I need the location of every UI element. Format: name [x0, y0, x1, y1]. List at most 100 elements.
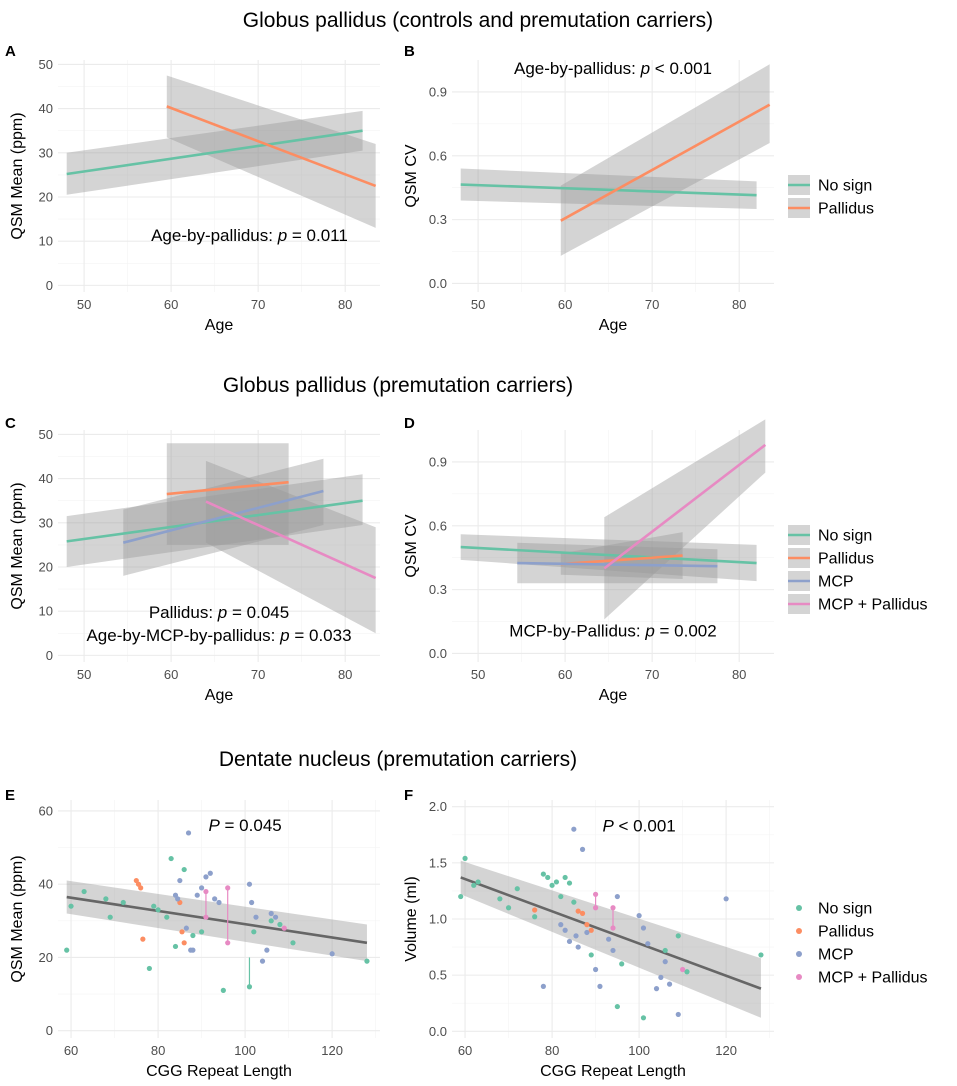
panels: 50 60 70 80 0 10 20 30 40 50 Age QSM Mean (ppm) A Age…	[5, 43, 774, 1080]
data-point	[675, 933, 681, 939]
data-point	[619, 961, 625, 967]
data-point	[571, 899, 577, 905]
data-point	[183, 925, 189, 931]
x-tick-label: 50	[77, 667, 91, 682]
x-axis-title: Age	[205, 687, 234, 704]
y-tick-label: 10	[39, 604, 53, 619]
data-point	[471, 882, 477, 888]
y-tick-label: 20	[39, 559, 53, 574]
ci-band	[166, 75, 376, 228]
y-tick-label: 0.9	[429, 84, 447, 99]
fit-line	[560, 554, 683, 566]
data-point	[579, 910, 586, 916]
legend-key-dot	[796, 905, 802, 911]
data-point	[259, 958, 266, 964]
annotation-value: = 0.011	[287, 226, 348, 245]
panel-b: 50 60 70 80 0.0 0.3 0.6 0.9 Age QSM CV B Age-by-pal…	[403, 43, 774, 334]
data-point	[566, 938, 573, 945]
y-axis-title: QSM Mean (ppm)	[9, 112, 26, 239]
data-point	[558, 922, 564, 928]
section-title-1: Globus pallidus (controls and premutatio…	[243, 9, 713, 32]
y-axis-title: QSM CV	[403, 514, 420, 577]
data-point	[610, 925, 616, 931]
y-tick-label: 40	[39, 471, 53, 486]
data-point	[640, 925, 647, 931]
data-point	[249, 899, 255, 906]
data-point	[225, 885, 231, 891]
data-point	[179, 929, 185, 935]
data-point	[662, 947, 668, 954]
y-tick-label: 20	[39, 189, 53, 204]
data-point	[614, 1003, 620, 1010]
data-point	[636, 913, 642, 919]
x-tick-label: 80	[545, 1043, 559, 1058]
section-title-2: Globus pallidus (premutation carriers)	[223, 374, 573, 397]
panel-label: B	[404, 43, 415, 60]
data-point	[571, 826, 577, 832]
legend-label: No sign	[818, 901, 872, 918]
x-tick-label: 80	[338, 297, 352, 312]
fit-line	[66, 129, 363, 176]
x-tick-label: 60	[458, 1043, 472, 1058]
data-point	[588, 927, 594, 933]
data-point	[575, 944, 581, 950]
data-point	[549, 882, 555, 888]
data-point	[592, 891, 599, 897]
annotation-p-symbol: p	[640, 59, 650, 78]
annotation: MCP-by-Pallidus: p = 0.002	[509, 621, 716, 640]
y-tick-label: 0.5	[429, 968, 447, 983]
data-point	[190, 932, 196, 939]
y-tick-label: 2.0	[429, 799, 447, 814]
data-point	[172, 943, 179, 950]
data-point	[553, 879, 560, 885]
data-point	[64, 947, 70, 953]
data-point	[81, 888, 87, 895]
data-point	[575, 908, 581, 914]
y-axis-title: QSM CV	[403, 144, 420, 207]
data-point	[458, 893, 464, 900]
data-point	[364, 958, 370, 964]
y-tick-label: 20	[39, 950, 53, 965]
fit-line	[166, 105, 377, 188]
data-point	[514, 886, 520, 892]
annotation-value: = 0.002	[655, 621, 717, 640]
annotation: P = 0.045	[208, 816, 281, 835]
y-tick-label: 0.6	[429, 148, 447, 163]
y-axis-title: QSM Mean (ppm)	[9, 855, 26, 982]
annotation-p-symbol: P	[208, 816, 220, 835]
data-point	[246, 881, 253, 887]
x-tick-label: 60	[558, 297, 572, 312]
fit-line	[166, 480, 289, 496]
x-tick-label: 80	[151, 1043, 165, 1058]
panel-label: A	[5, 43, 16, 60]
data-point	[584, 929, 590, 936]
fit-line	[460, 545, 757, 565]
data-point	[264, 947, 270, 953]
data-point	[475, 879, 481, 885]
x-tick-label: 80	[732, 297, 746, 312]
fit-line	[460, 876, 762, 990]
data-point	[175, 896, 181, 902]
y-tick-label: 0.9	[429, 454, 447, 469]
data-point	[198, 929, 205, 935]
legends: No sign Pallidus No sign Pallidus MCP MCP + P…	[788, 175, 928, 987]
data-point	[194, 892, 200, 898]
data-point	[579, 846, 586, 852]
data-point	[107, 914, 113, 920]
panel-label: D	[404, 415, 415, 432]
data-point	[584, 922, 590, 928]
x-tick-label: 50	[471, 667, 485, 682]
annotation-prefix: Age-by-pallidus:	[151, 226, 278, 245]
annotation-value: < 0.001	[614, 816, 676, 835]
data-point	[251, 929, 257, 935]
data-point	[758, 952, 764, 958]
section-title-3: Dentate nucleus (premutation carriers)	[219, 748, 577, 771]
data-point	[566, 880, 573, 886]
data-point	[545, 874, 551, 881]
y-tick-label: 0.0	[429, 646, 447, 661]
data-point	[610, 905, 616, 911]
ci-band	[460, 534, 757, 582]
x-tick-label: 70	[645, 297, 659, 312]
data-point	[290, 940, 296, 946]
x-tick-label: 70	[251, 297, 265, 312]
